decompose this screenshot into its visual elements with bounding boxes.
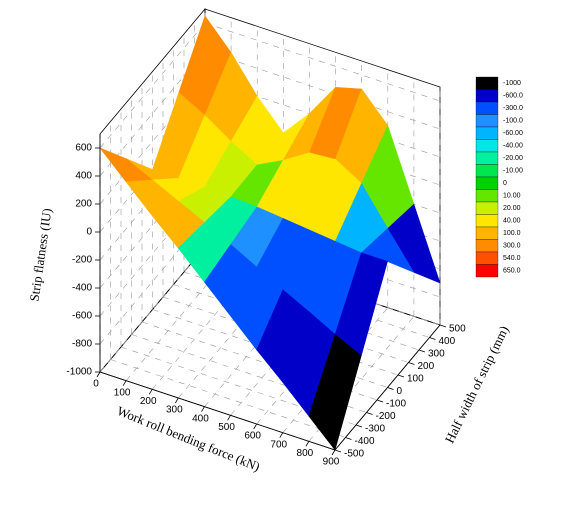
colorbar-label: -20.00 [503,155,523,162]
x-axis-title: Work roll bending force (kN) [115,403,262,474]
colorbar-swatch [475,176,499,190]
x-tick-label: 400 [192,413,209,424]
y-tick [429,337,436,340]
colorbar-swatch [475,114,499,128]
colorbar-swatch [475,251,499,265]
z-axis-title: Strip flatness (IU) [27,207,55,302]
z-tick-label: 600 [75,143,92,154]
x-tick-label: 600 [244,431,261,442]
colorbar-swatch [475,101,499,115]
x-tick-label: 700 [270,439,287,450]
colorbar-swatch [475,76,499,90]
grid-line [99,246,206,373]
y-tick-label: 500 [449,324,466,335]
colorbar-label: 300.0 [503,243,521,250]
y-tick-label: 100 [407,374,424,385]
x-tick-label: 300 [166,405,183,416]
y-tick-label: -300 [365,424,385,435]
colorbar-label: 0 [503,180,507,187]
y-tick [439,324,447,328]
x-tick-label: 800 [297,448,314,459]
colorbar-label: -60.00 [503,130,523,137]
x-tick [253,423,258,430]
surface-patch [308,333,362,451]
colorbar-label: -40.00 [503,143,523,150]
z-tick-label: 0 [86,227,92,238]
surface-patch [99,147,154,183]
y-tick-label: 0 [397,386,403,397]
y-tick-label: 200 [418,361,435,372]
x-tick-label: 500 [218,422,235,433]
z-tick-label: -200 [72,255,92,266]
colorbar-label: 40.00 [503,218,521,225]
y-tick [355,424,363,428]
colorbar-swatch [475,239,499,253]
x-tick [227,415,231,421]
colorbar-swatch [475,189,499,203]
z-tick-label: -600 [72,311,92,322]
x-tick [122,380,127,386]
y-tick-label: -500 [344,449,364,460]
grid-line [204,50,441,130]
y-tick-label: 400 [439,336,456,347]
y-tick-label: -400 [355,436,375,447]
colorbar-label: 10.00 [503,193,521,200]
x-tick [279,432,284,438]
axis-line [99,371,336,451]
x-tick [96,371,101,378]
colorbar-swatch [475,201,499,215]
y-tick [345,437,352,440]
x-tick [331,449,336,456]
colorbar-label: 650.0 [503,268,521,275]
x-tick [201,406,205,412]
z-tick-label: 400 [75,171,92,182]
x-tick [174,397,179,404]
colorbar-label: -1000 [503,80,521,87]
colorbar-swatch [475,126,499,140]
colorbar-swatch [475,214,499,228]
colorbar-swatch [475,226,499,240]
x-tick-label: 0 [93,379,99,390]
colorbar-swatch [475,151,499,165]
colorbar-label: 20.00 [503,205,521,212]
colorbar-label: 100.0 [503,230,521,237]
y-tick [387,387,394,390]
y-tick [366,412,373,415]
axis-line [334,324,441,451]
grid-line [99,22,206,149]
y-tick [334,449,342,453]
y-tick-label: -200 [376,411,396,422]
y-tick-label: -100 [386,399,406,410]
colorbar-swatch [475,164,499,178]
grid-line [282,307,389,433]
grid-line [110,359,346,438]
x-tick-label: 900 [323,457,340,468]
y-tick [408,362,415,365]
colorbar-label: -300.0 [503,105,523,112]
y-tick [418,349,426,353]
y-tick [376,399,384,403]
z-tick-label: -400 [72,283,92,294]
x-tick [305,441,310,447]
x-tick-label: 100 [114,387,131,398]
y-tick [397,374,405,378]
grid-line [204,22,441,102]
colorbar-label: 540.0 [503,255,521,262]
z-tick-label: -800 [72,339,92,350]
colorbar-swatch [475,89,499,103]
x-tick [148,389,153,395]
x-tick-label: 200 [140,396,157,407]
colorbar-swatch [475,139,499,153]
colorbar-swatch [475,264,499,278]
y-tick-label: 300 [428,349,445,360]
colorbar-label: -600.0 [503,93,523,100]
colorbar-label: -10.00 [503,168,523,175]
z-tick-label: 200 [75,199,92,210]
z-tick-label: -1000 [66,367,92,378]
colorbar-label: -100.0 [503,118,523,125]
